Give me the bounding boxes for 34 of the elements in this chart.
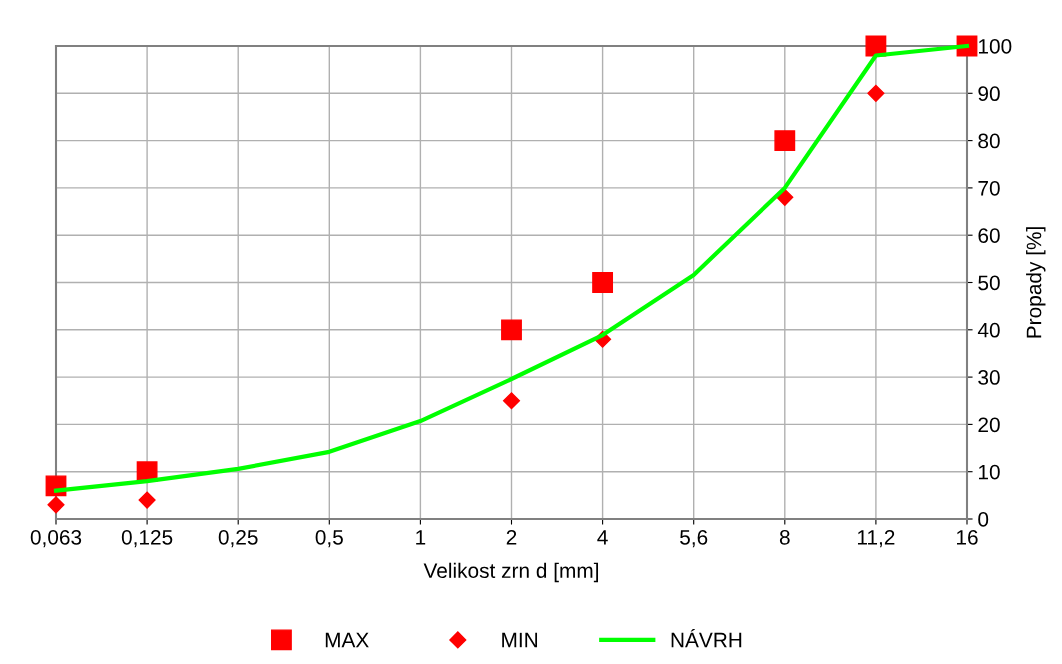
y-tick-label: 40 <box>977 322 1000 338</box>
point <box>47 496 65 514</box>
point <box>501 319 522 341</box>
y-tick-label: 100 <box>979 39 1012 54</box>
y-tick-label: 0 <box>978 512 989 527</box>
x-tick-label: 5,6 <box>680 529 708 548</box>
point <box>867 84 885 102</box>
x-axis-title: Velikost zrn d [mm] <box>423 562 599 583</box>
x-tick-label: 0,063 <box>30 529 82 548</box>
y-tick-label: 50 <box>978 275 1000 291</box>
y-axis-title: Propady [%] <box>1026 227 1046 338</box>
y-tick-label: 30 <box>978 370 1000 385</box>
legend-label: MAX <box>325 632 369 648</box>
point <box>138 491 156 509</box>
x-tick-label: 2 <box>506 529 517 545</box>
point <box>592 272 614 293</box>
y-tick-label: 80 <box>978 133 1000 149</box>
y-tick-label: 10 <box>979 464 1000 480</box>
legend-label: MIN <box>502 632 538 648</box>
y-tick-label: 70 <box>978 180 1000 196</box>
x-tick-label: 0,25 <box>218 529 258 548</box>
x-tick-label: 0,5 <box>315 529 343 548</box>
x-tick-label: 8 <box>779 529 790 545</box>
point <box>502 392 521 410</box>
x-tick-label: 11,2 <box>857 529 895 548</box>
y-tick-label: 20 <box>978 417 1000 433</box>
legend-label: NÁVRH <box>671 629 742 648</box>
x-tick-label: 0,125 <box>121 529 173 548</box>
x-tick-label: 4 <box>597 530 608 545</box>
point <box>774 130 796 152</box>
y-tick-label: 60 <box>978 228 1000 243</box>
y-tick-label: 90 <box>978 86 1000 102</box>
x-tick-label: 16 <box>957 529 978 545</box>
x-tick-label: 1 <box>416 530 426 545</box>
